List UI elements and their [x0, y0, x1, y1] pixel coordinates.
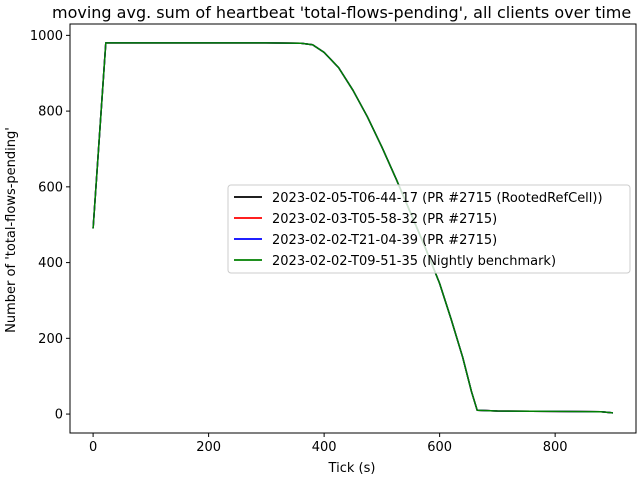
x-axis-ticks: 0 200 400 600 800: [89, 433, 568, 455]
y-tick-label: 200: [38, 332, 63, 347]
legend-label: 2023-02-05-T06-44-17 (PR #2715 (RootedRe…: [272, 191, 603, 206]
y-tick-label: 0: [55, 408, 63, 423]
legend-label: 2023-02-02-T21-04-39 (PR #2715): [272, 233, 497, 248]
legend-label: 2023-02-03-T05-58-32 (PR #2715): [272, 212, 497, 227]
legend-frame: [227, 184, 631, 274]
x-tick-label: 800: [543, 440, 568, 455]
y-axis-label: Number of 'total-flows-pending': [4, 127, 19, 333]
y-tick-label: 600: [38, 180, 63, 195]
series-layer: [92, 42, 613, 414]
x-tick-label: 600: [427, 440, 452, 455]
x-tick-label: 200: [196, 440, 221, 455]
x-tick-label: 0: [89, 440, 97, 455]
y-tick-label: 800: [38, 105, 63, 120]
y-tick-label: 400: [38, 256, 63, 271]
y-tick-label: 1000: [30, 29, 63, 44]
plot-frame: [69, 23, 637, 434]
series-line: [92, 42, 613, 414]
legend-label: 2023-02-02-T09-51-35 (Nightly benchmark): [272, 254, 556, 269]
x-axis-label: Tick (s): [328, 461, 376, 476]
legend: 2023-02-05-T06-44-17 (PR #2715 (RootedRe…: [227, 184, 631, 274]
x-tick-label: 400: [312, 440, 337, 455]
chart-title: moving avg. sum of heartbeat 'total-flow…: [52, 3, 631, 22]
y-axis-ticks: 0 200 400 600 800 1000: [30, 29, 70, 423]
